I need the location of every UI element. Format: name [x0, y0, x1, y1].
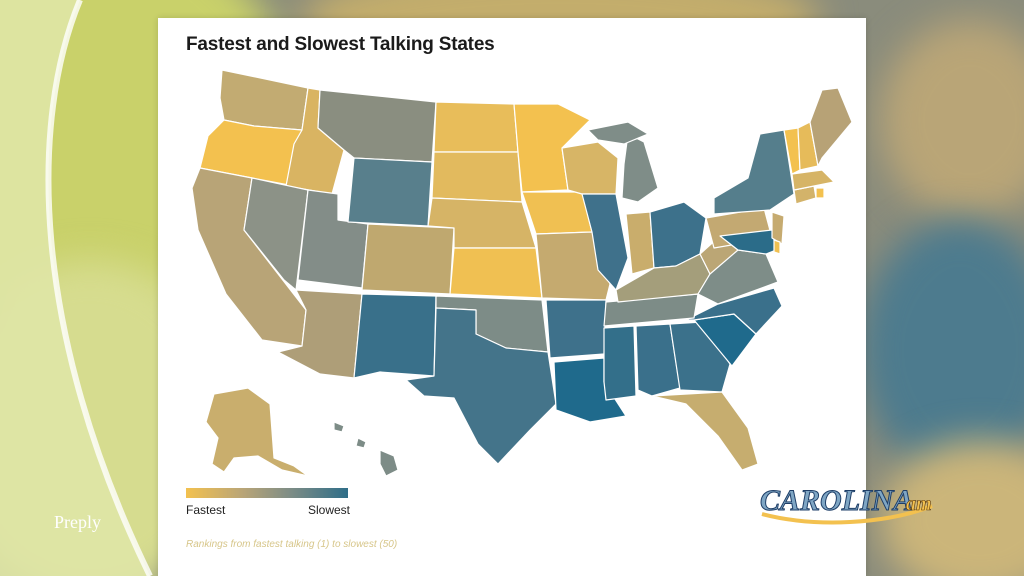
map-title: Fastest and Slowest Talking States — [186, 34, 495, 55]
state-michigan — [621, 133, 659, 203]
state-north-dakota — [433, 101, 519, 153]
map-card: Fastest and Slowest Talking States — [158, 18, 866, 576]
state-arkansas — [545, 299, 607, 359]
preply-watermark: Preply — [54, 512, 101, 532]
state-hawaii — [333, 421, 399, 477]
legend-slowest-label: Slowest — [308, 503, 351, 517]
state-indiana — [625, 211, 655, 275]
us-map — [191, 69, 853, 477]
state-alaska — [205, 387, 309, 477]
state-rhode-island — [815, 187, 825, 199]
state-new-jersey — [771, 211, 785, 245]
state-mississippi — [603, 325, 637, 401]
state-wisconsin — [561, 141, 619, 195]
state-alabama — [635, 323, 681, 397]
state-michigan-up — [587, 121, 649, 145]
legend-gradient-bar — [186, 488, 348, 498]
state-washington — [219, 69, 309, 131]
state-massachusetts — [791, 169, 835, 191]
state-colorado — [361, 223, 455, 295]
state-new-mexico — [353, 293, 437, 379]
state-iowa — [521, 191, 593, 235]
state-wyoming — [347, 157, 433, 227]
carolina-am-logo: CAROLINA am — [760, 484, 933, 525]
legend-fastest-label: Fastest — [186, 503, 226, 517]
rankings-note: Rankings from fastest talking (1) to slo… — [186, 539, 398, 550]
state-texas — [405, 307, 557, 465]
state-kansas — [449, 247, 543, 299]
state-florida — [651, 391, 759, 471]
state-missouri — [535, 231, 611, 301]
state-south-dakota — [431, 151, 523, 203]
svg-text:CAROLINA: CAROLINA — [760, 484, 913, 517]
state-new-york — [713, 129, 795, 215]
svg-text:am: am — [906, 493, 932, 515]
state-maine — [809, 87, 853, 167]
state-delaware — [773, 239, 781, 255]
state-maryland — [719, 229, 777, 255]
state-nevada — [243, 177, 309, 291]
state-north-carolina — [685, 287, 783, 335]
